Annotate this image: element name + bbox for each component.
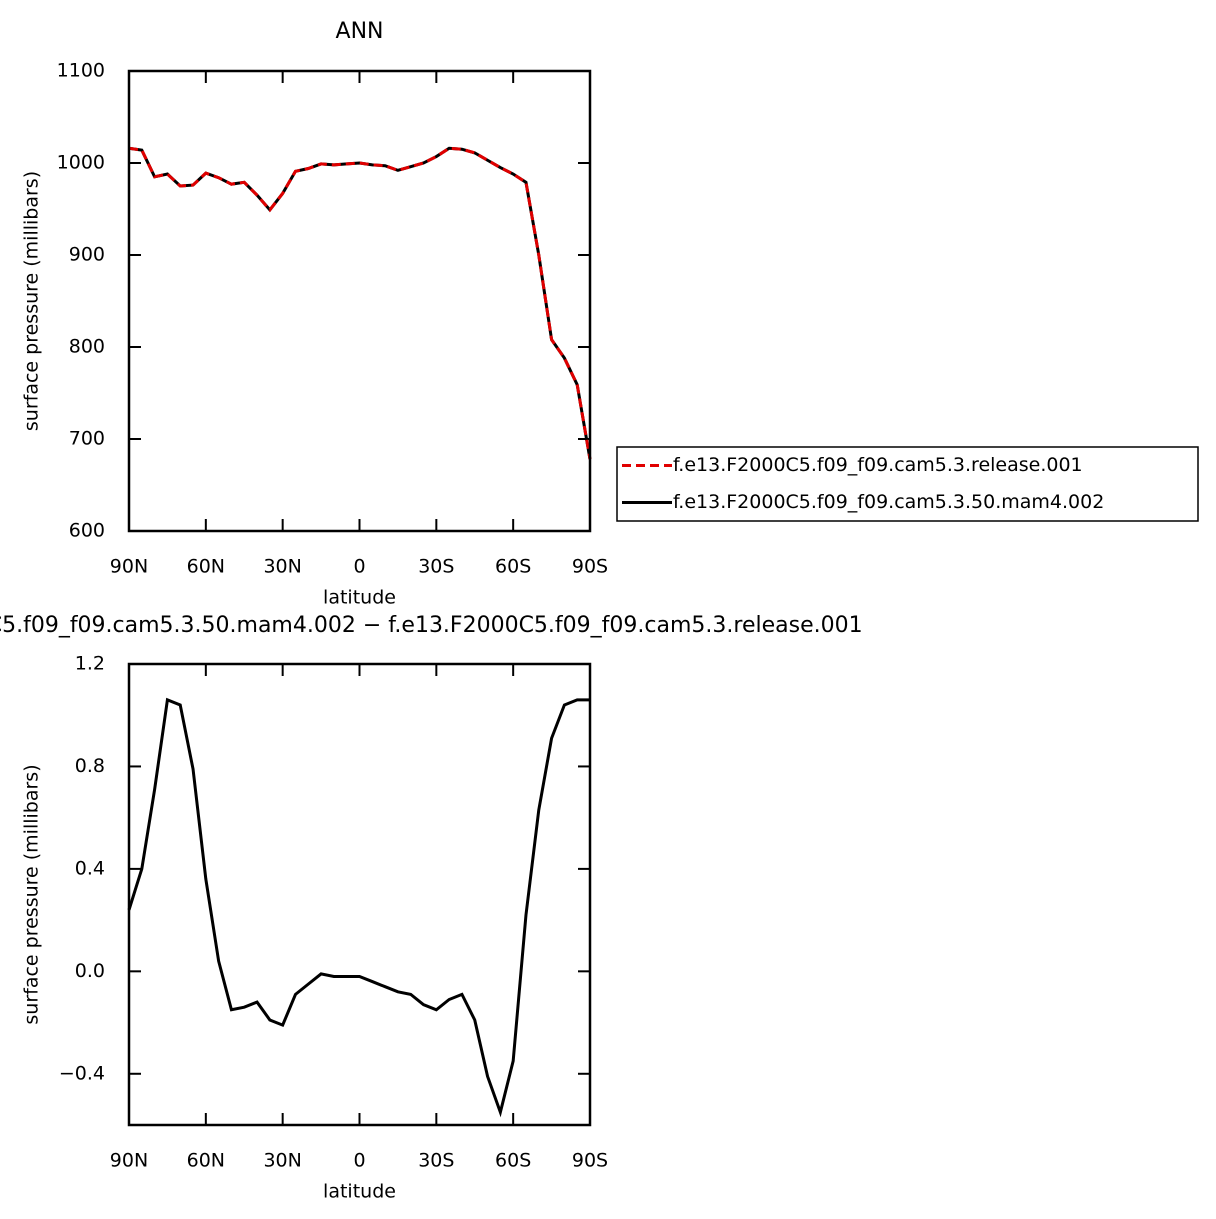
x-tick-label: 30S xyxy=(418,556,454,578)
plot-frame xyxy=(127,662,592,1127)
x-tick-label: 60N xyxy=(187,556,225,578)
x-axis-label: latitude xyxy=(323,587,396,609)
x-tick-label: 60S xyxy=(495,1150,531,1172)
chart-title: ANN xyxy=(336,19,384,44)
y-tick-label: 1000 xyxy=(57,152,105,174)
data-line xyxy=(127,697,590,1118)
x-axis-label: latitude xyxy=(323,1181,396,1203)
y-tick-label: 0.0 xyxy=(75,960,105,982)
y-axis-label: surface pressure (millibars) xyxy=(21,171,43,431)
x-tick-label: 30S xyxy=(418,1150,454,1172)
plot-frame xyxy=(127,69,592,533)
y-tick-label: −0.4 xyxy=(59,1062,105,1084)
x-tick-label: 30N xyxy=(263,556,301,578)
data-line xyxy=(128,146,592,460)
y-tick-label: 700 xyxy=(69,428,105,450)
x-tick-label: 30N xyxy=(263,1150,301,1172)
data-line xyxy=(128,146,592,460)
x-tick-label: 90S xyxy=(572,1150,608,1172)
x-tick-label: 60S xyxy=(495,556,531,578)
panel: f.e13.F2000C5.f09_f09.cam5.3.50.mam4.002… xyxy=(0,613,863,1203)
y-axis-label: surface pressure (millibars) xyxy=(21,764,43,1024)
x-tick-label: 0 xyxy=(353,556,365,578)
x-tick-label: 90S xyxy=(572,556,608,578)
y-tick-label: 800 xyxy=(69,336,105,358)
x-tick-label: 90N xyxy=(110,556,148,578)
legend-label: f.e13.F2000C5.f09_f09.cam5.3.50.mam4.002 xyxy=(673,491,1104,513)
y-tick-label: 600 xyxy=(69,520,105,542)
y-tick-label: 0.4 xyxy=(75,857,105,879)
panel: ANN latitude surface pressure (millibars) 9… xyxy=(21,19,1199,609)
x-tick-label: 90N xyxy=(110,1150,148,1172)
y-tick-label: 0.8 xyxy=(75,755,105,777)
y-tick-label: 900 xyxy=(69,244,105,266)
y-tick-label: 1.2 xyxy=(75,653,105,675)
y-tick-label: 1100 xyxy=(57,60,105,82)
x-tick-label: 60N xyxy=(187,1150,225,1172)
x-tick-label: 0 xyxy=(353,1150,365,1172)
legend-box xyxy=(616,446,1199,522)
legend-label: f.e13.F2000C5.f09_f09.cam5.3.release.001 xyxy=(673,454,1083,476)
chart-title: f.e13.F2000C5.f09_f09.cam5.3.50.mam4.002… xyxy=(0,613,863,638)
